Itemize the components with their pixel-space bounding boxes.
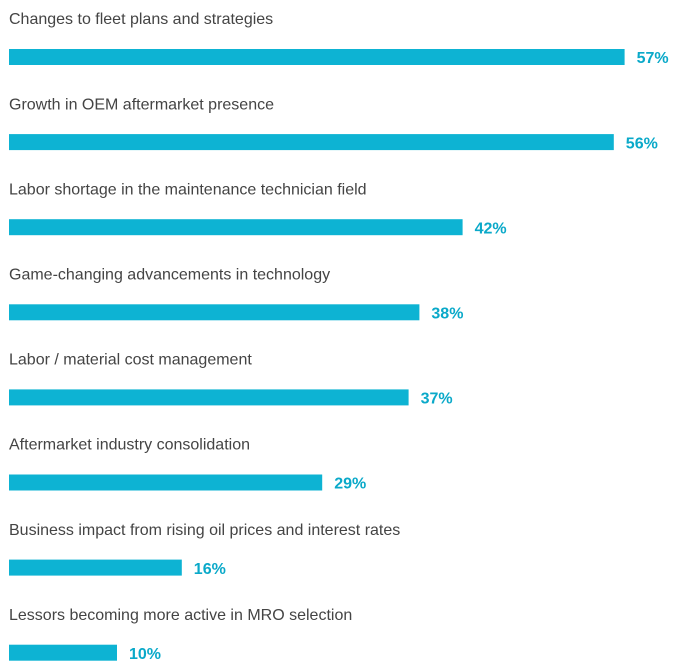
bar xyxy=(9,304,420,321)
bar xyxy=(9,559,182,576)
value-label: 29% xyxy=(334,476,366,493)
value-label: 42% xyxy=(475,220,507,237)
category-label: Lessors becoming more active in MRO sele… xyxy=(9,607,352,624)
category-label: Game-changing advancements in technology xyxy=(9,267,330,284)
category-label: Aftermarket industry consolidation xyxy=(9,437,250,454)
value-label: 38% xyxy=(431,306,463,323)
value-label: 57% xyxy=(637,50,669,67)
bar xyxy=(9,219,463,236)
category-label: Labor / material cost management xyxy=(9,352,252,369)
bar xyxy=(9,134,614,151)
bar xyxy=(9,49,625,65)
bar xyxy=(9,474,323,491)
value-label: 10% xyxy=(129,646,161,663)
category-label: Business impact from rising oil prices a… xyxy=(9,522,400,539)
category-label: Growth in OEM aftermarket presence xyxy=(9,96,274,113)
value-label: 37% xyxy=(421,391,453,408)
bar xyxy=(9,389,409,406)
category-label: Changes to fleet plans and strategies xyxy=(9,11,273,28)
bar xyxy=(9,644,117,661)
value-label: 56% xyxy=(626,135,658,152)
value-label: 16% xyxy=(194,561,226,578)
category-label: Labor shortage in the maintenance techni… xyxy=(9,181,367,198)
